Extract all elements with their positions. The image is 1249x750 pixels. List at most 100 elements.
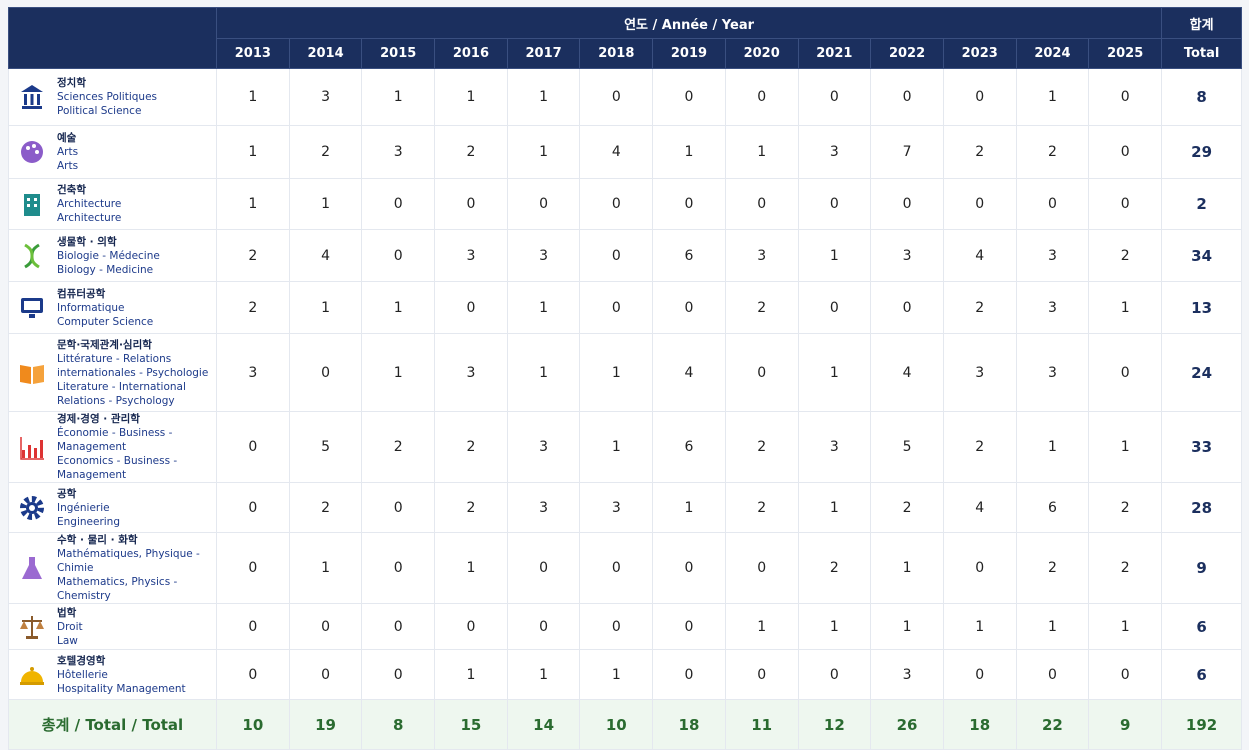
cell-value: 3	[579, 482, 654, 533]
row-icon	[21, 85, 43, 109]
row-icon	[21, 141, 43, 163]
row-icon	[24, 194, 40, 216]
cell-total: 6	[1161, 603, 1243, 650]
cell-value: 3	[506, 411, 581, 483]
row-icon	[20, 364, 44, 384]
cell-value: 3	[942, 333, 1017, 412]
year-header: 2023	[942, 38, 1017, 69]
cell-value: 0	[216, 649, 290, 700]
year-header: 2024	[1015, 38, 1090, 69]
label-en: Arts	[57, 160, 79, 172]
year-header: 2019	[652, 38, 726, 69]
row-icon	[22, 557, 42, 579]
cell-value: 0	[1088, 649, 1163, 700]
footer-value: 14	[506, 699, 581, 750]
cell-value: 4	[942, 482, 1017, 533]
label-text: 정치학 Sciences Politiques Political Science	[57, 76, 157, 118]
cell-value: 0	[942, 649, 1017, 700]
label-wrap: 법학 Droit Law	[17, 606, 212, 648]
label-text: 공학 Ingénierie Engineering	[57, 487, 120, 529]
table-row: 경제·경영 · 관리학 Économie - Business - Managem…	[8, 411, 1243, 483]
label-fr: Hôtellerie	[57, 668, 108, 681]
cell-value: 0	[1015, 649, 1090, 700]
cell-value: 0	[652, 281, 726, 334]
cell-value: 0	[652, 532, 726, 604]
cell-value: 0	[506, 532, 581, 604]
table-row: 법학 Droit Law 0 0 0 0 0 0 0 1 1 1 1 1 1 6	[8, 603, 1243, 650]
cell-value: 0	[1088, 333, 1163, 412]
cell-value: 4	[870, 333, 944, 412]
year-header: 2020	[724, 38, 799, 69]
cell-value: 2	[434, 125, 508, 179]
year-header: 2021	[797, 38, 872, 69]
cell-value: 0	[579, 603, 654, 650]
cell-value: 0	[942, 68, 1017, 126]
footer-value: 11	[724, 699, 799, 750]
cell-value: 1	[361, 333, 436, 412]
table-row: 호텔경영학 Hôtellerie Hospitality Management 0 0 0…	[8, 649, 1243, 700]
cell-value: 0	[724, 68, 799, 126]
cell-value: 1	[652, 125, 726, 179]
label-wrap: 경제·경영 · 관리학 Économie - Business - Managem…	[17, 412, 212, 482]
cell-value: 0	[1088, 68, 1163, 126]
label-fr: Informatique	[57, 301, 125, 314]
row-label: 컴퓨터공학 Informatique Computer Science	[8, 281, 217, 334]
cell-value: 1	[506, 333, 581, 412]
cell-value: 2	[942, 411, 1017, 483]
year-header: 2015	[361, 38, 436, 69]
cell-value: 1	[288, 281, 363, 334]
row-icon	[24, 243, 40, 268]
year-group-header: 연도 / Année / Year	[215, 7, 1163, 39]
cell-value: 1	[579, 333, 654, 412]
label-en: Engineering	[57, 515, 120, 528]
cell-value: 6	[1015, 482, 1090, 533]
cell-total: 34	[1161, 229, 1243, 282]
year-header: 2022	[870, 38, 944, 69]
cell-value: 1	[1015, 603, 1090, 650]
cell-value: 0	[652, 649, 726, 700]
cell-value: 0	[652, 68, 726, 126]
label-text: 생물학 · 의학 Biologie - Médecine Biology - Med…	[57, 235, 160, 277]
row-icon	[20, 437, 44, 460]
cell-value: 0	[216, 482, 290, 533]
cell-value: 1	[870, 603, 944, 650]
cell-value: 1	[288, 532, 363, 604]
cell-value: 2	[870, 482, 944, 533]
cell-value: 2	[1088, 482, 1163, 533]
cell-value: 0	[288, 649, 363, 700]
cell-total: 29	[1161, 125, 1243, 179]
label-wrap: 수학 · 물리 · 화학 Mathématiques, Physique - Ch…	[17, 533, 212, 603]
label-ko: 법학	[57, 606, 77, 619]
label-text: 호텔경영학 Hôtellerie Hospitality Management	[57, 654, 186, 696]
page: 연도 / Année / Year 합계 2013 2014 2015 2016 2017…	[8, 7, 1243, 750]
cell-value: 1	[652, 482, 726, 533]
cell-value: 0	[870, 281, 944, 334]
label-text: 문학·국제관계·심리학 Littérature - Relations inter…	[57, 338, 212, 408]
footer-value: 22	[1015, 699, 1090, 750]
cell-value: 1	[579, 411, 654, 483]
label-fr: Littérature - Relations internationales …	[57, 352, 209, 379]
label-en: Political Science	[57, 105, 142, 117]
cell-value: 1	[506, 125, 581, 179]
cell-value: 1	[216, 178, 290, 230]
row-label: 문학·국제관계·심리학 Littérature - Relations inter…	[8, 333, 217, 412]
cell-total: 8	[1161, 68, 1243, 126]
cell-value: 2	[724, 482, 799, 533]
label-text: 예술 Arts Arts	[57, 131, 78, 173]
cell-total: 6	[1161, 649, 1243, 700]
row-label: 법학 Droit Law	[8, 603, 217, 650]
footer-value: 12	[797, 699, 872, 750]
cell-value: 0	[434, 178, 508, 230]
cell-value: 2	[216, 229, 290, 282]
cell-value: 0	[870, 68, 944, 126]
total-header-ko: 합계	[1161, 7, 1243, 39]
cell-value: 0	[724, 178, 799, 230]
table-row: 건축학 Architecture Architecture 1 1 0 0 0 0 0 0 0 0 0 0 0…	[8, 178, 1243, 230]
cell-value: 2	[361, 411, 436, 483]
cell-value: 0	[361, 532, 436, 604]
label-fr: Biologie - Médecine	[57, 249, 160, 262]
cell-value: 3	[870, 649, 944, 700]
label-en: Hospitality Management	[57, 682, 186, 695]
cell-value: 1	[434, 68, 508, 126]
cell-value: 1	[216, 125, 290, 179]
